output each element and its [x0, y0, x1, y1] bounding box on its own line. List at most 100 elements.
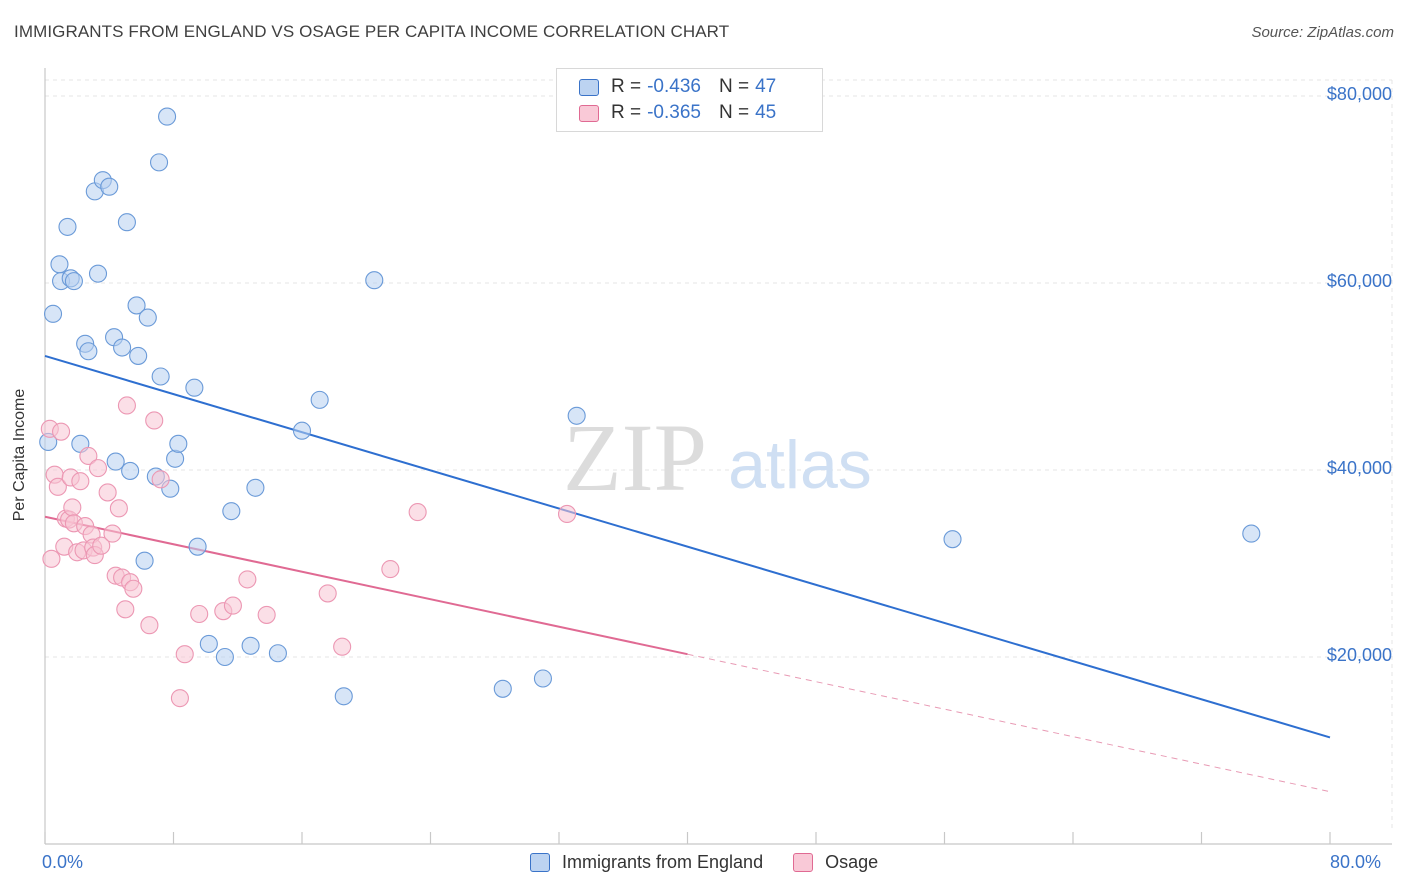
- y-tick-label: $40,000: [1326, 458, 1392, 478]
- point-osage: [333, 637, 352, 656]
- point-england: [158, 107, 177, 126]
- trend-line-england: [44, 354, 1331, 739]
- legend-n-label: N =: [718, 102, 750, 123]
- point-osage: [408, 503, 427, 522]
- point-osage: [145, 411, 164, 430]
- point-england: [151, 367, 170, 386]
- point-england: [127, 296, 146, 315]
- point-osage: [381, 560, 400, 579]
- legend-r-label: R =: [611, 76, 642, 97]
- point-osage: [79, 446, 98, 466]
- point-osage: [52, 422, 71, 441]
- point-england: [246, 478, 265, 497]
- x-tick-label-max: 80.0%: [1330, 852, 1382, 872]
- point-osage: [557, 504, 577, 523]
- point-osage: [190, 604, 209, 624]
- point-england: [943, 530, 962, 549]
- legend-label-england: Immigrants from England: [562, 852, 764, 872]
- axes: [44, 68, 1392, 845]
- point-osage: [109, 499, 128, 518]
- point-england: [117, 213, 136, 232]
- legend-swatch-pink: [579, 104, 599, 122]
- point-osage: [170, 689, 189, 708]
- point-osage: [116, 600, 135, 619]
- point-osage: [92, 536, 111, 555]
- legend-swatch-blue: [579, 78, 599, 96]
- point-england: [50, 255, 69, 274]
- point-osage: [88, 459, 108, 478]
- point-osage: [42, 549, 61, 568]
- point-england: [149, 153, 169, 172]
- legend-r-value: -0.436: [647, 76, 701, 97]
- point-england: [79, 342, 98, 361]
- legend-n-value: 47: [755, 76, 777, 97]
- point-osage: [63, 498, 82, 517]
- point-england: [185, 378, 204, 397]
- point-osage: [124, 579, 143, 598]
- legend-r-label: R =: [611, 102, 642, 123]
- point-osage: [48, 477, 67, 496]
- legend-item-england: Immigrants from England: [530, 852, 763, 873]
- legend-row-osage: R = -0.365 N = 45: [579, 101, 776, 125]
- point-england: [222, 502, 241, 521]
- point-england: [1242, 524, 1261, 543]
- point-england: [334, 687, 353, 706]
- point-osage: [71, 472, 90, 491]
- legend-r-value: -0.365: [647, 102, 701, 123]
- point-england: [292, 421, 312, 440]
- point-osage: [175, 645, 194, 664]
- point-england: [166, 449, 185, 468]
- watermark-zip: ZIP: [563, 404, 707, 511]
- point-osage: [223, 596, 242, 615]
- series-legend: Immigrants from England Osage: [530, 852, 908, 873]
- point-england: [215, 647, 234, 667]
- point-england: [106, 452, 125, 471]
- point-england: [129, 346, 148, 365]
- point-osage: [257, 605, 276, 624]
- trend-line-osage-extension: [687, 653, 1331, 793]
- legend-n-value: 45: [755, 102, 777, 123]
- point-england: [58, 217, 77, 236]
- point-osage: [103, 524, 122, 543]
- point-osage: [117, 396, 136, 415]
- legend-swatch-blue: [530, 853, 550, 872]
- point-england: [138, 308, 157, 327]
- point-england: [199, 634, 218, 653]
- point-osage: [140, 616, 159, 635]
- legend-swatch-pink: [793, 853, 814, 872]
- point-england: [64, 272, 83, 291]
- grid-lines: [45, 79, 1393, 832]
- stats-legend: R = -0.436 N = 47 R = -0.365 N = 45: [556, 68, 823, 132]
- point-england: [268, 644, 287, 663]
- point-england: [567, 406, 586, 425]
- point-england: [365, 271, 384, 290]
- point-england: [169, 434, 188, 453]
- legend-label-osage: Osage: [825, 852, 879, 872]
- legend-n-label: N =: [718, 76, 750, 97]
- y-tick-label: $60,000: [1326, 271, 1392, 291]
- legend-row-england: R = -0.436 N = 47: [579, 75, 776, 99]
- point-england: [100, 177, 119, 196]
- x-tick-label-min: 0.0%: [42, 852, 84, 872]
- point-england: [135, 551, 154, 570]
- point-england: [241, 636, 260, 655]
- point-osage: [238, 570, 257, 589]
- point-england: [88, 264, 108, 283]
- point-osage: [151, 470, 170, 489]
- point-england: [533, 669, 552, 688]
- watermark: ZIP atlas: [563, 404, 872, 511]
- watermark-atlas: atlas: [728, 427, 872, 503]
- point-england: [121, 461, 140, 480]
- trend-lines: [44, 354, 1331, 793]
- chart-source: Source: ZipAtlas.com: [1251, 24, 1394, 41]
- legend-item-osage: Osage: [793, 852, 878, 873]
- point-england: [113, 338, 132, 357]
- chart-title: IMMIGRANTS FROM ENGLAND VS OSAGE PER CAP…: [14, 22, 730, 41]
- point-england: [310, 390, 329, 409]
- point-osage: [98, 483, 117, 502]
- point-osage: [318, 584, 337, 603]
- y-tick-label: $20,000: [1326, 645, 1392, 665]
- point-england: [493, 679, 512, 698]
- point-england: [188, 537, 207, 556]
